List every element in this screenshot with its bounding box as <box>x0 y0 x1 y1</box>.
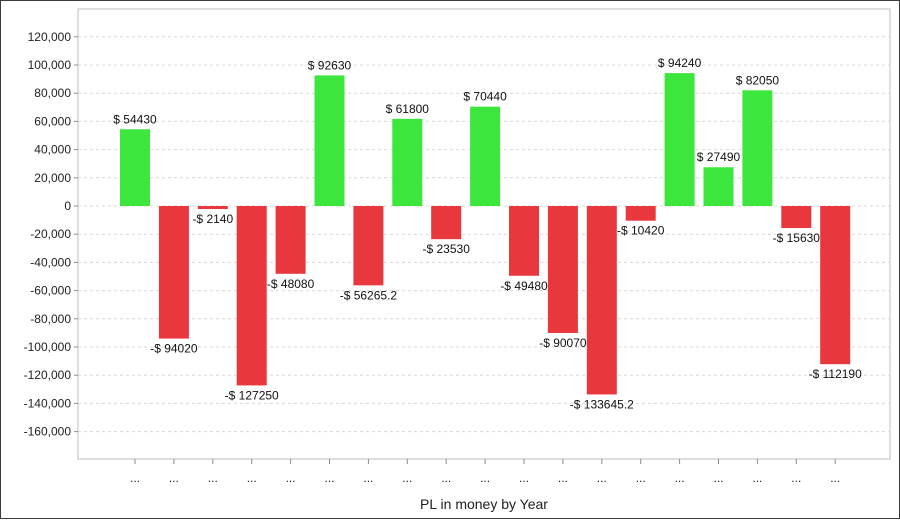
data-label: $ 61800 <box>386 102 430 116</box>
x-tick-label: ... <box>675 471 685 485</box>
plot-area <box>77 8 891 460</box>
x-tick-label: ... <box>636 471 646 485</box>
data-label: -$ 133645.2 <box>570 397 634 411</box>
data-label: -$ 56265.2 <box>340 288 398 302</box>
data-label: -$ 127250 <box>225 388 279 402</box>
data-label: -$ 90070 <box>539 336 587 350</box>
y-tick-label: 40,000 <box>34 143 71 157</box>
data-label: -$ 49480 <box>500 279 548 293</box>
bar <box>158 206 189 339</box>
bar <box>120 129 150 206</box>
x-tick-label: ... <box>597 471 607 485</box>
x-tick-label: ... <box>830 471 840 485</box>
y-tick-label: -120,000 <box>24 368 72 382</box>
bar <box>820 206 851 365</box>
x-tick-label: ... <box>247 471 257 485</box>
x-tick-label: ... <box>286 471 296 485</box>
bar <box>664 73 695 206</box>
x-tick-label: ... <box>402 471 412 485</box>
y-tick-label: -100,000 <box>24 340 72 354</box>
x-axis-ticks: ........................................… <box>130 459 840 485</box>
y-tick-label: -80,000 <box>30 312 71 326</box>
data-label: $ 92630 <box>308 58 352 72</box>
x-tick-label: ... <box>791 471 801 485</box>
bar <box>314 75 345 207</box>
bar <box>197 206 228 210</box>
data-label: -$ 48080 <box>267 277 315 291</box>
x-tick-label: ... <box>519 471 529 485</box>
bar <box>547 206 578 333</box>
x-tick-label: ... <box>752 471 762 485</box>
y-tick-label: 60,000 <box>34 114 71 128</box>
bar <box>781 206 812 229</box>
bar <box>470 106 501 206</box>
bar <box>586 206 617 395</box>
y-axis-ticks: 120,000 100,000 80,000 60,000 40,000 20,000 0 -… <box>24 30 78 439</box>
bar <box>353 206 384 286</box>
y-tick-label: -140,000 <box>24 396 72 410</box>
x-tick-label: ... <box>130 471 140 485</box>
bar <box>742 90 773 206</box>
data-label: $ 54430 <box>113 112 157 126</box>
data-labels: $ 54430 -$ 94020 -$ 2140 -$ 127250 -$ 48080 $… <box>113 56 862 411</box>
data-label: $ 27490 <box>697 150 741 164</box>
bar <box>509 206 539 276</box>
bar <box>431 206 462 240</box>
y-tick-label: 20,000 <box>34 171 71 185</box>
x-tick-label: ... <box>441 471 451 485</box>
y-tick-label: 0 <box>64 199 71 213</box>
x-tick-label: ... <box>363 471 373 485</box>
data-label: -$ 2140 <box>192 212 233 226</box>
data-label: -$ 94020 <box>150 342 198 356</box>
y-tick-label: 80,000 <box>34 86 71 100</box>
bar <box>392 118 423 206</box>
x-axis-label: PL in money by Year <box>420 496 548 512</box>
bar <box>236 206 267 386</box>
x-tick-label: ... <box>480 471 490 485</box>
data-label: -$ 10420 <box>617 224 665 238</box>
data-label: -$ 15630 <box>773 231 821 245</box>
y-tick-label: 120,000 <box>28 30 72 44</box>
data-label: -$ 23530 <box>423 242 471 256</box>
y-tick-label: -60,000 <box>30 284 71 298</box>
y-tick-label: -40,000 <box>30 255 71 269</box>
bar <box>275 206 306 274</box>
data-label: $ 70440 <box>463 90 507 104</box>
y-tick-label: -160,000 <box>24 425 72 439</box>
x-tick-label: ... <box>169 471 179 485</box>
x-tick-label: ... <box>208 471 218 485</box>
y-tick-label: 100,000 <box>28 58 72 72</box>
bars <box>120 73 851 395</box>
x-tick-label: ... <box>324 471 334 485</box>
x-tick-label: ... <box>558 471 568 485</box>
data-label: -$ 112190 <box>809 367 862 381</box>
data-label: $ 94240 <box>658 56 702 70</box>
data-label: $ 82050 <box>736 73 780 87</box>
x-tick-label: ... <box>713 471 723 485</box>
bar <box>625 206 656 221</box>
bar <box>703 167 734 206</box>
y-tick-label: -20,000 <box>30 227 71 241</box>
